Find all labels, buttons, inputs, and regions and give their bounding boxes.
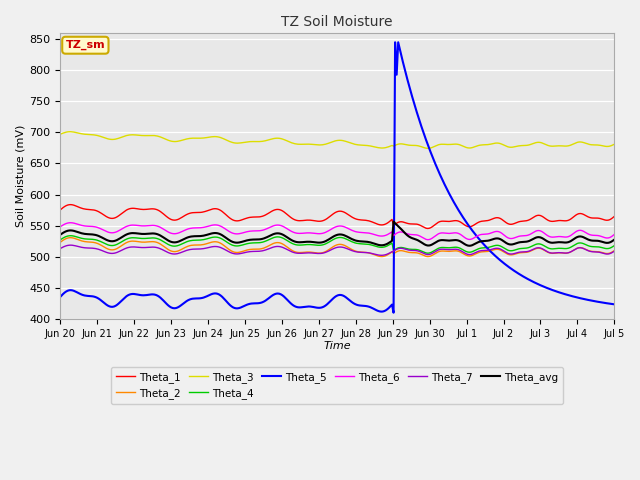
Theta_7 [223, 248, 230, 253]
Theta_avg [465, 243, 473, 249]
Theta_avg [299, 239, 307, 245]
Theta_4 [583, 242, 591, 248]
Text: TZ_sm: TZ_sm [65, 40, 105, 50]
Title: TZ Soil Moisture: TZ Soil Moisture [282, 15, 393, 29]
Line: Theta_avg: Theta_avg [60, 222, 614, 246]
Theta_6 [125, 223, 133, 228]
Y-axis label: Soil Moisture (mV): Soil Moisture (mV) [15, 125, 25, 227]
Theta_6 [424, 237, 431, 242]
Theta_7 [125, 244, 133, 250]
Theta_2 [611, 248, 618, 253]
Theta_7 [583, 247, 591, 253]
Theta_1 [67, 202, 75, 207]
Theta_1 [241, 216, 249, 221]
Theta_4 [611, 243, 618, 249]
Theta_avg [221, 234, 229, 240]
Theta_5 [124, 292, 132, 298]
Theta_6 [611, 231, 618, 237]
Theta_avg [611, 237, 618, 242]
Theta_1 [251, 214, 259, 220]
Theta_1 [223, 213, 230, 218]
Line: Theta_6: Theta_6 [60, 223, 614, 240]
Theta_4 [125, 235, 133, 241]
Theta_2 [125, 239, 133, 244]
Theta_2 [223, 245, 230, 251]
Theta_6 [251, 228, 259, 234]
Theta_3 [67, 129, 75, 134]
Theta_4 [67, 233, 75, 239]
Theta_5 [249, 300, 257, 306]
Theta_3 [583, 141, 591, 146]
Theta_avg [56, 232, 64, 238]
Theta_2 [67, 235, 75, 240]
Theta_3 [56, 132, 64, 137]
Line: Theta_3: Theta_3 [60, 132, 614, 148]
Theta_6 [241, 229, 249, 235]
X-axis label: Time: Time [323, 341, 351, 351]
Legend: Theta_1, Theta_2, Theta_3, Theta_4, Theta_5, Theta_6, Theta_7, Theta_avg: Theta_1, Theta_2, Theta_3, Theta_4, Thet… [111, 367, 563, 405]
Theta_6 [67, 220, 75, 226]
Theta_4 [300, 242, 308, 248]
Theta_7 [300, 250, 308, 256]
Theta_avg [249, 237, 257, 242]
Theta_6 [583, 230, 591, 236]
Line: Theta_7: Theta_7 [60, 245, 614, 255]
Theta_7 [251, 249, 259, 254]
Theta_7 [241, 250, 249, 255]
Theta_2 [251, 246, 259, 252]
Theta_4 [424, 250, 431, 256]
Theta_5 [583, 297, 591, 302]
Theta_1 [56, 207, 64, 213]
Theta_4 [241, 241, 249, 247]
Theta_4 [251, 240, 259, 246]
Theta_6 [223, 227, 230, 233]
Theta_5 [240, 303, 248, 309]
Theta_2 [424, 253, 431, 259]
Theta_3 [223, 137, 230, 143]
Theta_7 [56, 246, 64, 252]
Theta_3 [611, 141, 618, 147]
Theta_avg [390, 219, 397, 225]
Theta_5 [56, 294, 64, 300]
Theta_4 [223, 239, 230, 245]
Theta_6 [300, 230, 308, 236]
Theta_1 [611, 214, 618, 219]
Theta_5 [390, 310, 397, 315]
Theta_avg [583, 236, 591, 241]
Theta_2 [241, 248, 249, 253]
Theta_7 [67, 242, 75, 248]
Theta_2 [56, 240, 64, 245]
Theta_1 [300, 217, 308, 223]
Theta_1 [424, 226, 431, 231]
Theta_4 [56, 237, 64, 243]
Theta_avg [240, 239, 248, 244]
Theta_3 [424, 145, 431, 151]
Theta_5 [221, 297, 229, 303]
Theta_5 [299, 304, 307, 310]
Theta_3 [300, 141, 308, 147]
Theta_3 [241, 139, 249, 145]
Theta_6 [56, 224, 64, 230]
Theta_3 [251, 139, 259, 144]
Line: Theta_2: Theta_2 [60, 238, 614, 256]
Theta_2 [300, 250, 308, 255]
Line: Theta_5: Theta_5 [60, 42, 614, 312]
Line: Theta_1: Theta_1 [60, 204, 614, 228]
Line: Theta_4: Theta_4 [60, 236, 614, 253]
Theta_7 [378, 252, 385, 258]
Theta_1 [125, 206, 133, 212]
Theta_1 [583, 213, 591, 219]
Theta_7 [611, 248, 618, 254]
Theta_5 [391, 39, 399, 45]
Theta_3 [125, 132, 133, 138]
Theta_5 [611, 301, 618, 307]
Theta_avg [124, 231, 132, 237]
Theta_2 [583, 247, 591, 252]
